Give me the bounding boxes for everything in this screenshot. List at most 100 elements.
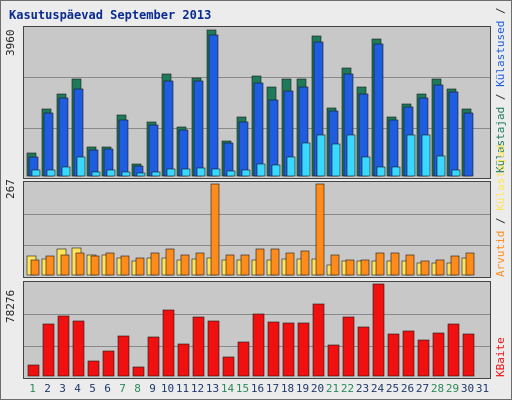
x-tick-label: 25 [385,382,400,395]
bar-kulastused-day-7 [118,119,129,177]
bar-files-day-12 [196,167,206,177]
bar-files-day-27 [421,134,431,177]
bar-kulastused-day-12 [193,80,204,177]
bar-kbytes-day-9 [147,336,160,377]
bar-files-day-28 [436,155,446,177]
x-tick-label: 14 [220,382,235,395]
bar-kbytes-day-27 [417,339,430,377]
x-tick-label: 31 [475,382,490,395]
bar-lehed-day-10 [165,248,175,276]
bar-kbytes-day-30 [462,333,475,377]
bar-files-day-18 [286,156,296,177]
bar-kbytes-day-7 [117,335,130,377]
x-tick-label: 16 [250,382,265,395]
bar-lehed-day-5 [90,255,100,276]
bar-kbytes-day-17 [267,321,280,377]
bar-kbytes-day-8 [132,366,145,377]
bar-kbytes-day-3 [57,315,70,377]
x-tick-label: 23 [355,382,370,395]
x-tick-label: 10 [160,382,175,395]
bar-files-day-4 [76,156,86,177]
legend-entry: Arvutid [494,230,507,277]
x-tick-label: 28 [430,382,445,395]
bar-kbytes-day-25 [387,333,400,377]
bar-lehed-day-13 [210,183,220,276]
bar-lehed-day-30 [465,252,475,276]
bar-lehed-day-28 [435,259,445,276]
bar-kbytes-day-15 [237,341,250,377]
x-tick-label: 24 [370,382,385,395]
bar-kbytes-day-26 [402,330,415,377]
bar-kulastused-day-15 [238,121,249,177]
bar-lehed-day-18 [285,252,295,276]
x-tick-label: 29 [445,382,460,395]
x-tick-label: 19 [295,382,310,395]
legend-entry: / [494,0,507,21]
y-max-label-middle: 267 [4,179,17,199]
bar-lehed-day-19 [300,250,310,276]
x-tick-label: 12 [190,382,205,395]
bar-lehed-day-6 [105,252,115,276]
x-tick-label: 3 [59,382,66,395]
y-max-label-bottom: 78276 [4,289,17,323]
bar-kbytes-day-16 [252,313,265,377]
bar-lehed-day-16 [255,248,265,276]
x-tick-label: 22 [340,382,355,395]
x-tick-label: 27 [415,382,430,395]
x-tick-label: 9 [149,382,156,395]
x-tick-label: 5 [89,382,96,395]
bar-kbytes-day-1 [27,364,40,377]
bar-kulastused-day-29 [448,91,459,177]
bar-lehed-day-12 [195,252,205,276]
kbytes-plot [24,283,490,377]
bar-files-day-11 [181,168,191,177]
bar-kbytes-day-6 [102,350,115,377]
bar-lehed-day-27 [420,260,430,276]
bar-kbytes-day-18 [282,322,295,377]
bar-kulastused-day-16 [253,82,264,177]
bar-kulastused-day-9 [148,124,159,177]
bar-lehed-day-3 [60,254,70,276]
bar-lehed-day-1 [30,259,40,276]
hosts-plot [24,183,490,276]
bar-lehed-day-8 [135,257,145,276]
bar-files-day-20 [316,134,326,177]
bar-files-day-2 [46,169,56,177]
bar-files-day-17 [271,164,281,177]
bar-files-day-10 [166,168,176,177]
bar-files-day-6 [106,169,116,177]
bar-lehed-day-4 [75,252,85,276]
bar-kbytes-day-19 [297,322,310,377]
bar-kbytes-day-22 [342,316,355,377]
bar-files-day-21 [331,143,341,177]
x-axis-labels: 1 2 3 4 5 6 7 8 9 10 11 12 13 14 15 16 17 18 19 20 21 22 23 24 2… [23,382,491,396]
bar-files-day-5 [91,171,101,177]
bar-kulastused-day-24 [373,43,384,177]
bar-files-day-23 [361,156,371,177]
x-tick-label: 26 [400,382,415,395]
bar-lehed-day-22 [345,259,355,276]
x-tick-label: 15 [235,382,250,395]
bar-files-day-29 [451,169,461,177]
bar-kbytes-day-4 [72,320,85,377]
x-tick-label: 11 [175,382,190,395]
bar-lehed-day-21 [330,254,340,276]
bar-lehed-day-17 [270,248,280,276]
bar-lehed-day-7 [120,255,130,276]
bar-kulastused-day-2 [43,112,54,177]
x-tick-label: 8 [134,382,141,395]
bar-kulastused-day-13 [208,34,219,177]
bar-kbytes-day-2 [42,323,55,377]
bar-kbytes-day-14 [222,356,235,377]
x-tick-label: 7 [119,382,126,395]
legend-entry: Külastused [494,20,507,87]
y-max-label-top: 3960 [4,29,17,57]
bar-files-day-1 [31,169,41,177]
bar-lehed-day-14 [225,254,235,276]
x-tick-label: 18 [280,382,295,395]
x-tick-label: 1 [29,382,36,395]
bar-kbytes-day-23 [357,326,370,377]
x-tick-label: 6 [104,382,111,395]
bar-lehed-day-26 [405,254,415,276]
